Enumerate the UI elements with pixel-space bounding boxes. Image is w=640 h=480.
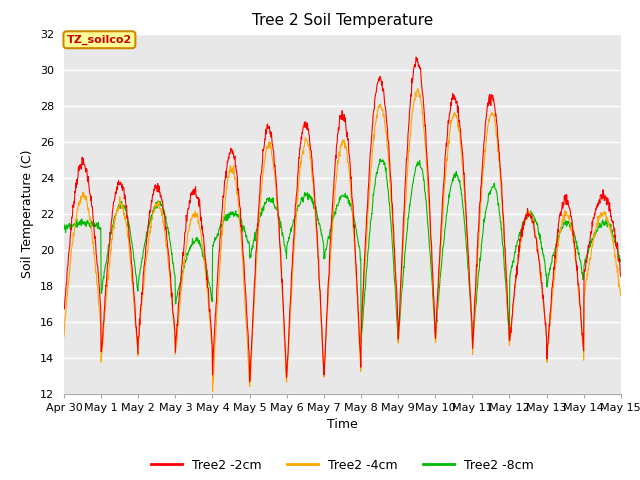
Legend: Tree2 -2cm, Tree2 -4cm, Tree2 -8cm: Tree2 -2cm, Tree2 -4cm, Tree2 -8cm <box>146 454 539 477</box>
Title: Tree 2 Soil Temperature: Tree 2 Soil Temperature <box>252 13 433 28</box>
Y-axis label: Soil Temperature (C): Soil Temperature (C) <box>22 149 35 278</box>
Text: TZ_soilco2: TZ_soilco2 <box>67 35 132 45</box>
X-axis label: Time: Time <box>327 418 358 431</box>
